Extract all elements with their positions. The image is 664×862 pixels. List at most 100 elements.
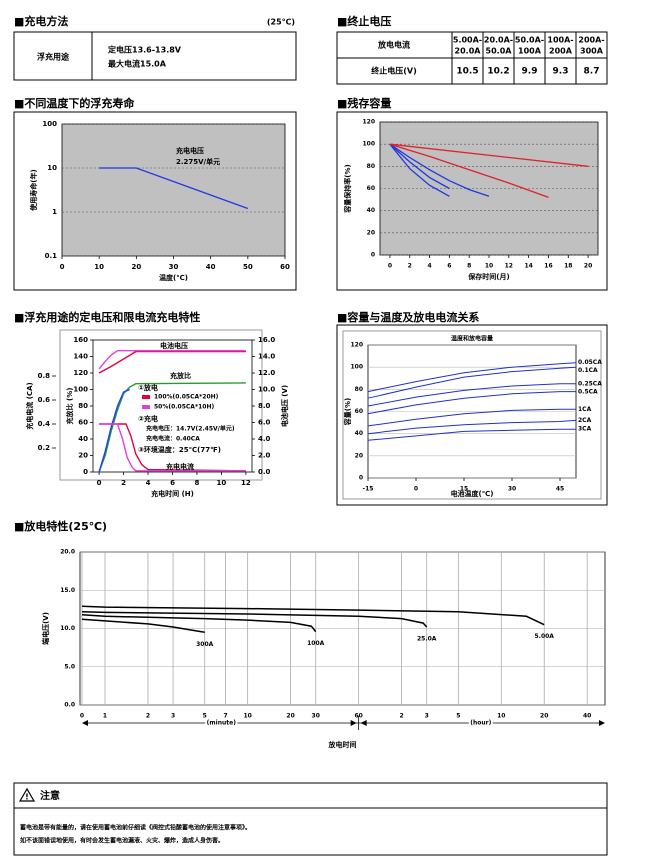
y-tick-label: 80 [78,402,88,410]
annotation: 充电电流 [166,462,194,471]
y-tick-label: 80 [367,163,375,170]
table-header: 50.0A [486,47,513,56]
data-line [81,613,317,633]
y-tick-label: 60 [355,408,363,415]
y2-tick-label: 4.0 [258,435,271,443]
y3-tick-label: 0.6 [38,396,51,404]
y2-tick-label: 12.0 [258,369,275,377]
data-line [81,605,545,626]
y-tick-label: 100 [350,364,363,371]
data-line [99,423,246,472]
y-tick-label: 40 [78,435,88,443]
annotation: 2.275V/单元 [176,157,220,166]
section-title: ■终止电压 [337,14,391,28]
table-cell: 9.9 [522,67,538,77]
data-line [99,167,249,210]
x-axis-label: 放电时间 [328,740,357,749]
series-label: 5.00A [535,633,555,640]
notice-text: 蓄电池是带有能量的，请在使用蓄电池前仔细读《阀控式铅酸蓄电池的使用注意事项》。 [20,824,251,832]
table-cell: 终止电压(V) [370,66,417,76]
x-tick-label: 14 [524,263,532,270]
x-tick-label: 0 [414,486,418,493]
legend-swatch [142,395,150,399]
y2-tick-label: 6.0 [258,419,271,427]
y-tick-label: 100 [42,120,57,128]
y-tick-label: 15.0 [60,587,75,594]
x-tick-label: 45 [556,486,564,493]
temperature-note: (25℃) [267,18,295,27]
x-tick-label: 10 [497,713,505,720]
legend-label: 50%(0.05CA*10H) [154,404,214,411]
data-line [389,143,450,197]
table-cell: 定电压13.6-13.8V [107,45,182,55]
series-label: 25.0A [417,635,437,642]
section-title: ■残存容量 [337,96,391,110]
y-tick-label: 0 [83,468,88,476]
x-axis-label: 电池温度(℃) [451,489,494,498]
y-tick-label: 20 [367,229,375,236]
table-header: 50.0A- [515,36,544,45]
table-header: 100A [518,47,542,56]
x-tick-label: 15 [460,486,468,493]
x-tick-label: 60 [280,263,290,271]
note: ③环境温度：25℃(77℉) [138,445,221,454]
table-cell: 9.3 [553,67,569,77]
y-tick-label: 1 [52,208,57,216]
x-tick-label: 5 [456,713,460,720]
series-label: 1CA [578,406,592,413]
x-tick-label: 2 [408,263,412,270]
x-tick-label: 10 [217,479,227,487]
data-line [389,143,450,190]
y-tick-label: 160 [73,336,88,344]
x-tick-label: 4 [427,263,431,270]
y2-tick-label: 14.0 [258,353,275,361]
x-tick-label: 20 [286,713,294,720]
x-tick-label: 20 [131,263,141,271]
chart-frame [13,111,297,291]
x-tick-label: 4 [146,479,151,487]
x-tick-label: 20 [540,713,548,720]
legend-swatch [142,405,150,409]
y2-tick-label: 16.0 [258,336,275,344]
table-header: 20.0A- [484,36,513,45]
chart-frame [59,329,263,481]
y-axis-label: 端电压(V) [41,612,50,645]
data-line [367,383,576,407]
section-title: ■充电方法 [14,14,68,28]
y-axis-label: 使用寿命(年) [29,169,38,211]
table-cell: 最大电流15.0A [108,59,167,69]
x-tick-label: 6 [170,479,175,487]
note: ②充电 [138,414,158,423]
x-tick-label: 2 [399,713,403,720]
x-axis-label: 温度(℃) [159,273,188,282]
series-label: 0.25CA [578,380,602,387]
y-tick-label: 10.0 [60,625,75,632]
x-axis-label: 保存时间(月) [467,272,509,281]
x-tick-label: -15 [363,486,374,493]
table-cell: 10.5 [456,67,478,77]
table-cell: 浮充用途 [37,52,70,62]
x-tick-label: 40 [583,713,591,720]
y-tick-label: 40 [367,207,375,214]
table-header: 300A [580,47,604,56]
y-tick-label: 5.0 [64,663,75,670]
x-tick-label: 0 [97,479,102,487]
x-tick-label: 12 [505,263,513,270]
x-tick-label: 10 [485,263,493,270]
legend-heading: ①放电 [138,383,158,392]
table-header: 200A- [578,36,604,45]
y2-tick-label: 2.0 [258,452,271,460]
y3-tick-label: 0.8 [38,372,51,380]
chart-frame [336,324,608,506]
data-line [367,391,576,415]
data-line [98,350,246,370]
x-tick-label: 3 [425,713,429,720]
data-line [367,408,576,427]
y-tick-label: 0.0 [64,702,75,709]
series-label: 100A [307,640,325,647]
x-tick-label: 30 [312,713,320,720]
y3-tick-label: 0.2 [38,444,51,452]
series-label: 3CA [578,426,592,433]
series-label: 0.05CA [578,359,602,366]
y2-tick-label: 0.0 [258,468,271,476]
